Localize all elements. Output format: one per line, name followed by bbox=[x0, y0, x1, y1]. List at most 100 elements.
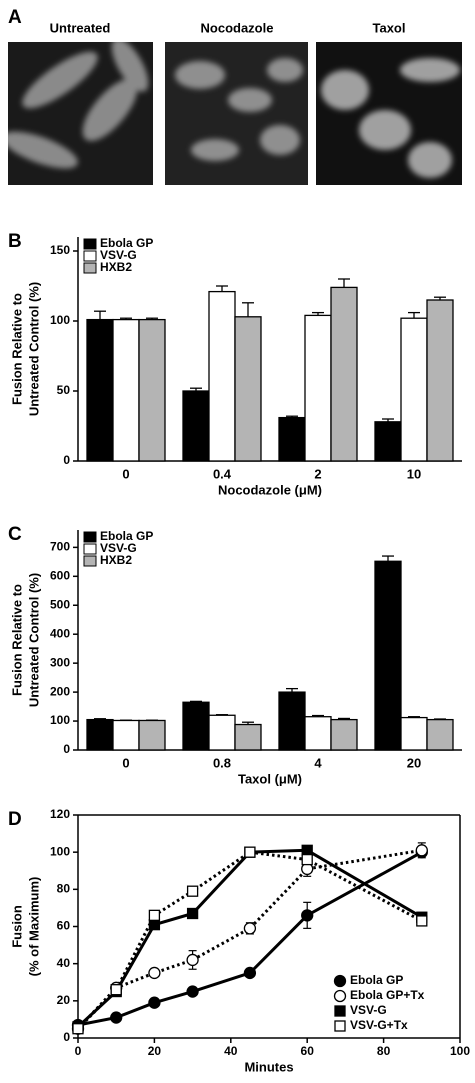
y-axis-label: Untreated Control (%) bbox=[26, 573, 41, 707]
y-axis-label: Fusion Relative to bbox=[9, 584, 24, 696]
image-label: Taxol bbox=[373, 20, 406, 35]
y-axis-label: Untreated Control (%) bbox=[26, 282, 41, 416]
legend-marker bbox=[334, 1020, 346, 1032]
y-tick-label: 200 bbox=[50, 684, 70, 698]
legend-label: HXB2 bbox=[100, 260, 132, 274]
bar bbox=[374, 560, 402, 751]
bar bbox=[330, 286, 358, 462]
legend-swatch bbox=[83, 262, 97, 274]
legend-label: VSV-G bbox=[100, 248, 137, 262]
y-tick-label: 0 bbox=[63, 1030, 70, 1044]
y-tick-label: 100 bbox=[50, 844, 70, 858]
x-tick-label: 10 bbox=[407, 466, 421, 481]
marker bbox=[244, 846, 256, 858]
bar bbox=[278, 691, 306, 751]
x-tick-label: 4 bbox=[314, 755, 322, 770]
bar bbox=[182, 701, 210, 751]
marker bbox=[110, 1011, 123, 1024]
bar bbox=[234, 316, 262, 462]
micrograph bbox=[316, 42, 462, 185]
micrograph bbox=[165, 42, 308, 185]
y-tick-label: 20 bbox=[57, 993, 71, 1007]
y-tick-label: 60 bbox=[57, 919, 71, 933]
x-axis-label: Nocodazole (μM) bbox=[218, 482, 322, 497]
legend-swatch bbox=[83, 543, 97, 555]
x-axis-label: Minutes bbox=[244, 1059, 293, 1074]
bar bbox=[374, 421, 402, 462]
image-label: Untreated bbox=[50, 20, 111, 35]
legend-label: Ebola GP+Tx bbox=[350, 988, 425, 1002]
y-tick-label: 40 bbox=[57, 956, 71, 970]
x-tick-label: 0 bbox=[122, 466, 129, 481]
legend-marker bbox=[333, 989, 347, 1003]
legend-swatch bbox=[83, 531, 97, 543]
legend-label: HXB2 bbox=[100, 553, 132, 567]
y-axis-label: (% of Maximum) bbox=[26, 877, 41, 977]
marker bbox=[186, 985, 199, 998]
bar bbox=[208, 290, 236, 462]
y-tick-label: 100 bbox=[50, 313, 70, 327]
bar bbox=[278, 416, 306, 462]
x-tick-label: 80 bbox=[377, 1044, 391, 1058]
bar bbox=[112, 719, 140, 751]
bar bbox=[182, 390, 210, 462]
legend-swatch bbox=[83, 250, 97, 262]
x-tick-label: 0.4 bbox=[213, 466, 232, 481]
marker bbox=[72, 1023, 84, 1035]
bar bbox=[112, 318, 140, 462]
x-tick-label: 0.8 bbox=[213, 755, 231, 770]
legend-label: Ebola GP bbox=[100, 529, 153, 543]
y-tick-label: 300 bbox=[50, 655, 70, 669]
marker bbox=[186, 885, 199, 897]
legend-label: VSV-G bbox=[350, 1003, 387, 1017]
bar bbox=[138, 318, 166, 462]
image-label: Nocodazole bbox=[201, 20, 274, 35]
x-axis-label: Taxol (μM) bbox=[238, 771, 302, 786]
bar bbox=[426, 299, 454, 462]
marker bbox=[301, 853, 313, 866]
x-tick-label: 20 bbox=[407, 755, 421, 770]
x-tick-label: 0 bbox=[75, 1044, 82, 1058]
x-tick-label: 0 bbox=[122, 755, 129, 770]
y-tick-label: 120 bbox=[50, 807, 70, 821]
marker bbox=[301, 909, 314, 922]
legend-marker bbox=[334, 1005, 346, 1017]
legend-swatch bbox=[83, 238, 97, 250]
y-tick-label: 600 bbox=[50, 568, 70, 582]
bar bbox=[400, 317, 428, 462]
marker bbox=[243, 922, 257, 935]
marker bbox=[301, 844, 313, 856]
panel-letter: D bbox=[8, 809, 22, 830]
y-tick-label: 700 bbox=[50, 540, 70, 554]
marker bbox=[148, 966, 161, 980]
micrograph bbox=[8, 42, 153, 185]
bar bbox=[330, 718, 358, 751]
x-tick-label: 2 bbox=[314, 466, 321, 481]
x-tick-label: 40 bbox=[224, 1044, 238, 1058]
y-tick-label: 0 bbox=[63, 742, 70, 756]
y-tick-label: 500 bbox=[50, 597, 70, 611]
y-tick-label: 150 bbox=[50, 243, 70, 257]
marker bbox=[148, 909, 161, 921]
marker bbox=[186, 907, 199, 920]
y-tick-label: 50 bbox=[57, 383, 71, 397]
y-axis-label: Fusion Relative to bbox=[9, 293, 24, 405]
bar bbox=[208, 714, 236, 751]
panel-letter: A bbox=[8, 7, 22, 28]
y-tick-label: 400 bbox=[50, 626, 70, 640]
y-tick-label: 80 bbox=[57, 882, 71, 896]
bar bbox=[234, 723, 262, 751]
bar bbox=[86, 318, 114, 462]
legend-label: VSV-G+Tx bbox=[350, 1018, 408, 1032]
x-tick-label: 20 bbox=[148, 1044, 162, 1058]
legend-label: VSV-G bbox=[100, 541, 137, 555]
marker bbox=[110, 984, 122, 996]
legend-label: Ebola GP bbox=[100, 236, 153, 250]
x-tick-label: 60 bbox=[301, 1044, 315, 1058]
marker bbox=[243, 966, 257, 980]
marker bbox=[186, 953, 199, 967]
y-tick-label: 0 bbox=[63, 453, 70, 467]
legend-swatch bbox=[83, 555, 97, 567]
legend-marker bbox=[333, 974, 347, 988]
